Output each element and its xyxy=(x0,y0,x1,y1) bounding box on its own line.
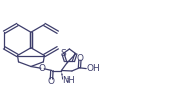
Text: O: O xyxy=(77,54,83,62)
Text: O: O xyxy=(39,64,46,73)
Text: OH: OH xyxy=(87,64,100,73)
Text: S: S xyxy=(60,49,66,58)
Text: 2: 2 xyxy=(65,78,70,83)
Text: NH: NH xyxy=(63,76,75,85)
Text: O: O xyxy=(48,77,55,86)
